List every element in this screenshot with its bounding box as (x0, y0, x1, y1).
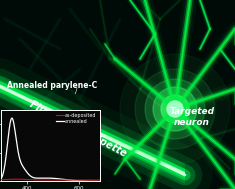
annealed (61, 178, 64, 180)
as-deposited (93, 179, 96, 181)
as-deposited (27, 178, 29, 181)
Text: /: / (75, 88, 77, 94)
Circle shape (167, 101, 183, 117)
as-deposited (0, 179, 3, 181)
Polygon shape (0, 74, 185, 184)
as-deposited (18, 178, 21, 180)
Circle shape (161, 95, 189, 123)
as-deposited (104, 179, 106, 181)
annealed (104, 180, 106, 183)
Circle shape (120, 54, 230, 164)
annealed (0, 177, 3, 180)
Text: Fluorescent pipette: Fluorescent pipette (28, 99, 128, 159)
as-deposited (69, 179, 72, 181)
as-deposited (47, 179, 50, 181)
annealed (18, 158, 21, 160)
annealed (11, 117, 13, 119)
Circle shape (145, 79, 205, 139)
annealed (69, 179, 72, 181)
as-deposited (78, 179, 81, 181)
Line: annealed: annealed (1, 118, 105, 181)
Text: Annealed parylene-C: Annealed parylene-C (7, 81, 97, 90)
Line: as-deposited: as-deposited (1, 179, 105, 180)
annealed (47, 177, 50, 179)
Legend: as-deposited, annealed: as-deposited, annealed (55, 112, 98, 125)
Polygon shape (0, 82, 185, 176)
as-deposited (15, 178, 18, 180)
as-deposited (61, 179, 64, 181)
Circle shape (135, 69, 215, 149)
annealed (27, 173, 29, 175)
Circle shape (153, 87, 197, 131)
annealed (78, 180, 81, 182)
Polygon shape (0, 79, 185, 179)
Text: Targeted
neuron: Targeted neuron (169, 107, 215, 127)
